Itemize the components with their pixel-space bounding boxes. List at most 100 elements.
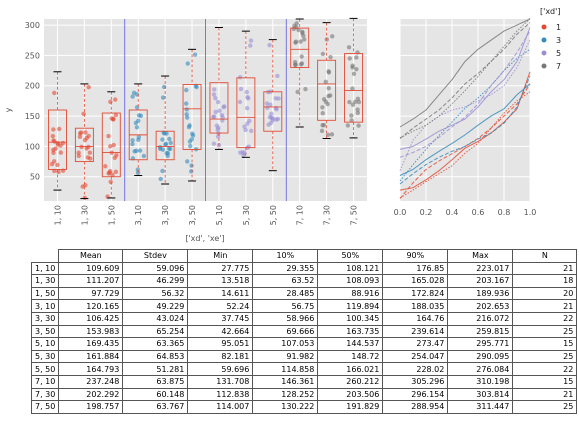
table-cell: 22: [512, 311, 578, 326]
jitter-point: [211, 141, 217, 146]
box-y-tick-label: 150: [25, 112, 40, 121]
jitter-point: [320, 111, 325, 116]
jitter-point: [167, 136, 172, 142]
jitter-point: [58, 150, 64, 155]
jitter-point: [268, 102, 273, 107]
jitter-point: [237, 99, 243, 105]
box-x-tick-label: 1, 50: [107, 205, 116, 225]
jitter-point: [320, 51, 326, 57]
table-cell: 88.916: [317, 286, 384, 301]
box-rect: [317, 59, 337, 121]
jitter-point: [211, 92, 217, 97]
table-cell: 63.875: [122, 374, 189, 389]
table-cell: 69.666: [252, 324, 319, 339]
jitter-point: [77, 131, 83, 136]
box-x-tick-label: 5, 50: [269, 205, 278, 225]
table-cell: 100.345: [317, 311, 384, 326]
jitter-point: [187, 123, 192, 128]
table-cell: 56.75: [252, 299, 319, 313]
table-row-label: 1, 50: [30, 286, 60, 301]
table-cell: 176.85: [382, 261, 449, 276]
table-column-header: Max: [447, 249, 514, 263]
table-cell: 14.611: [187, 286, 254, 301]
table-cell: 198.757: [58, 400, 124, 414]
box-x-tick-label: 1, 30: [80, 205, 89, 225]
box-y-ticks: 50 100 150 200 250 300: [25, 21, 40, 182]
stats-table: Mean Stdev Min 10% 50% 90% Max N 1, 10 109.609 59…: [30, 249, 578, 414]
table-row: 7, 10 237.248 63.875 131.708 146.361 260.212 3…: [30, 374, 578, 389]
table-row-label: 5, 30: [30, 349, 60, 364]
jitter-point: [354, 55, 359, 60]
table-row-label: 3, 50: [30, 324, 60, 339]
jitter-point: [136, 134, 142, 140]
table-cell: 106.425: [58, 311, 124, 326]
table-cell: 310.198: [447, 374, 514, 389]
table-cell: 65.254: [122, 324, 189, 339]
jitter-point: [323, 79, 328, 84]
line-series: [399, 18, 531, 199]
legend: 1 3 5 7: [541, 23, 561, 71]
table-cell: 303.814: [447, 387, 514, 402]
table-cell: 20: [512, 286, 578, 301]
jitter-point: [141, 153, 147, 159]
table-cell: 202.292: [58, 387, 124, 402]
series-line-7-dotted: [399, 18, 531, 139]
box-x-tick-label: 7, 10: [296, 205, 305, 225]
jitter-point: [76, 153, 82, 159]
table-row: 1, 10 109.609 59.096 27.775 29.355 108.121 176…: [30, 261, 578, 276]
table-cell: 216.072: [447, 311, 514, 326]
jitter-point: [190, 133, 196, 138]
legend-label-5: 5: [556, 49, 561, 58]
table-cell: 60.148: [122, 387, 189, 402]
jitter-point: [298, 62, 304, 67]
table-cell: 112.838: [187, 387, 254, 402]
box-x-tick-label: 3, 50: [188, 205, 197, 225]
jitter-point: [241, 153, 246, 158]
jitter-point: [184, 115, 190, 120]
table-cell: 165.028: [382, 274, 449, 288]
table-cell: 189.936: [447, 286, 514, 301]
chart-canvas: 50 100 150 200 250 300 1, 10 1, 30 1, 50 3, 10 3,…: [4, 7, 561, 243]
jitter-point: [355, 110, 361, 116]
jitter-point: [238, 86, 244, 92]
table-row-label: 5, 10: [30, 337, 60, 351]
jitter-point: [221, 104, 226, 110]
table-cell: 131.708: [187, 374, 254, 389]
jitter-point: [326, 70, 332, 75]
stats-body: 1, 10 109.609 59.096 27.775 29.355 108.121 176…: [30, 261, 578, 414]
table-corner: [32, 250, 59, 263]
jitter-point: [108, 99, 113, 105]
jitter-point: [298, 39, 303, 44]
line-x-tick-label: 0.6: [472, 208, 485, 217]
box-x-tick-label: 5, 10: [215, 205, 224, 225]
table-column-header: 90%: [382, 249, 449, 263]
table-cell: 202.653: [447, 299, 514, 313]
jitter-point: [108, 179, 113, 185]
table-cell: 49.229: [122, 299, 189, 313]
table-cell: 290.095: [447, 349, 514, 364]
table-cell: 63.52: [252, 274, 319, 288]
legend-label-7: 7: [556, 62, 561, 71]
jitter-point: [353, 99, 358, 104]
table-row: 1, 30 111.207 46.299 13.518 63.52 108.093 165.…: [30, 274, 578, 288]
table-cell: 259.815: [447, 324, 514, 339]
table-cell: 13.518: [187, 274, 254, 288]
table-column-header: Stdev: [122, 249, 189, 263]
jitter-point: [245, 105, 250, 111]
table-cell: 59.696: [187, 362, 254, 376]
jitter-point: [301, 37, 307, 42]
jitter-point: [211, 114, 216, 120]
jitter-point: [349, 113, 354, 118]
table-cell: 37.745: [187, 311, 254, 326]
table-cell: 164.793: [58, 362, 124, 376]
table-cell: 254.047: [382, 349, 449, 364]
table-cell: 15: [512, 337, 578, 351]
jitter-point: [113, 97, 118, 102]
table-cell: 166.021: [317, 362, 384, 376]
table-cell: 28.485: [252, 286, 319, 301]
jitter-point: [292, 60, 298, 65]
series-line-3-dashed: [399, 75, 531, 185]
jitter-point: [108, 144, 113, 149]
jitter-point: [185, 61, 190, 66]
jitter-point: [248, 38, 254, 43]
